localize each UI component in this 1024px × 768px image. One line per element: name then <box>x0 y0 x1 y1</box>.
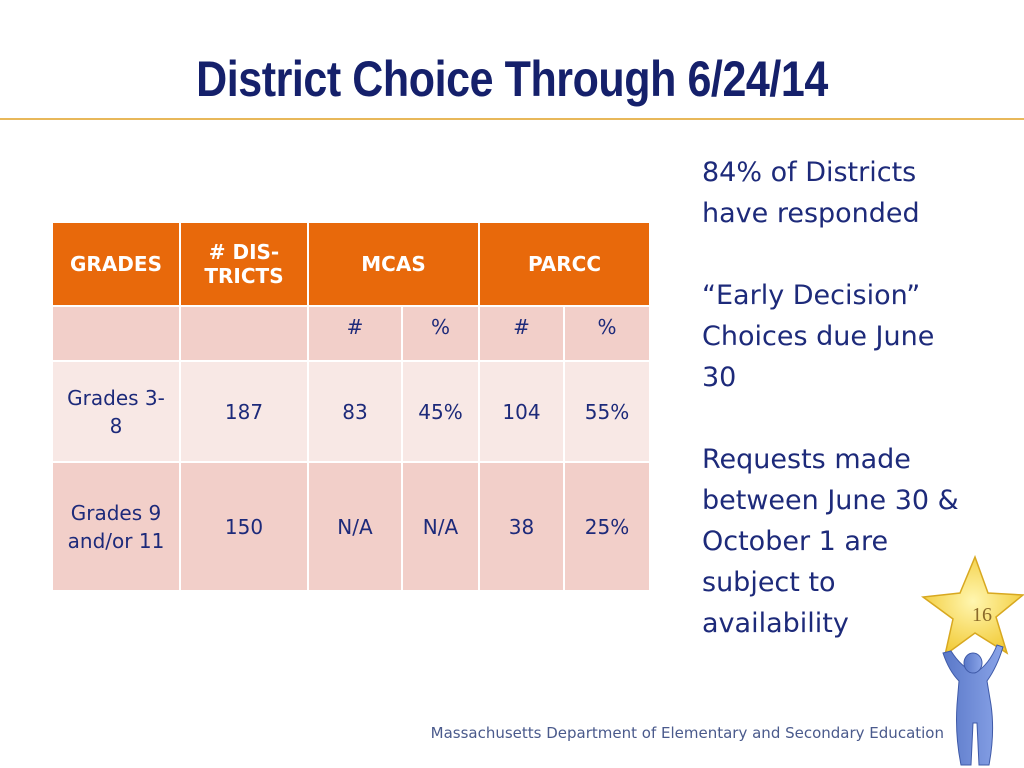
row-parcc-count: 104 <box>478 360 565 463</box>
title-divider <box>0 118 1024 120</box>
note-early-decision: “Early Decision” Choices due June 30 <box>702 280 935 393</box>
subheader-parcc-count: # <box>478 305 565 362</box>
subheader-cell <box>51 305 181 362</box>
footer-organization: Massachusetts Department of Elementary a… <box>430 724 944 742</box>
row-mcas-count: 83 <box>307 360 403 463</box>
subheader-parcc-percent: % <box>563 305 651 362</box>
slide-title: District Choice Through 6/24/14 <box>196 51 828 107</box>
side-notes: 84% of Districts have responded “Early D… <box>702 152 962 644</box>
table-header-row: GRADES # DIS- TRICTS MCAS PARCC <box>51 221 651 307</box>
subheader-mcas-percent: % <box>401 305 480 362</box>
row-mcas-percent: 45% <box>401 360 480 463</box>
page-number: 16 <box>972 604 992 626</box>
row-grade-label: Grades 9 and/or 11 <box>51 461 181 592</box>
table-row: Grades 9 and/or 11 150 N/A N/A 38 25% <box>51 461 651 592</box>
row-parcc-percent: 25% <box>563 461 651 592</box>
header-mcas: MCAS <box>307 221 480 307</box>
subheader-cell <box>179 305 309 362</box>
header-grades: GRADES <box>51 221 181 307</box>
row-parcc-count: 38 <box>478 461 565 592</box>
table-subheader-row: # % # % <box>51 305 651 362</box>
table-row: Grades 3-8 187 83 45% 104 55% <box>51 360 651 463</box>
row-districts: 187 <box>179 360 309 463</box>
note-response-rate: 84% of Districts have responded <box>702 157 920 229</box>
header-districts: # DIS- TRICTS <box>179 221 309 307</box>
row-mcas-count: N/A <box>307 461 403 592</box>
row-parcc-percent: 55% <box>563 360 651 463</box>
row-grade-label: Grades 3-8 <box>51 360 181 463</box>
header-parcc: PARCC <box>478 221 651 307</box>
subheader-mcas-count: # <box>307 305 403 362</box>
star-person-icon <box>920 555 1024 766</box>
district-choice-table: GRADES # DIS- TRICTS MCAS PARCC # % # % … <box>51 221 651 592</box>
note-requests: Requests made between June 30 & October … <box>702 444 959 639</box>
row-mcas-percent: N/A <box>401 461 480 592</box>
row-districts: 150 <box>179 461 309 592</box>
